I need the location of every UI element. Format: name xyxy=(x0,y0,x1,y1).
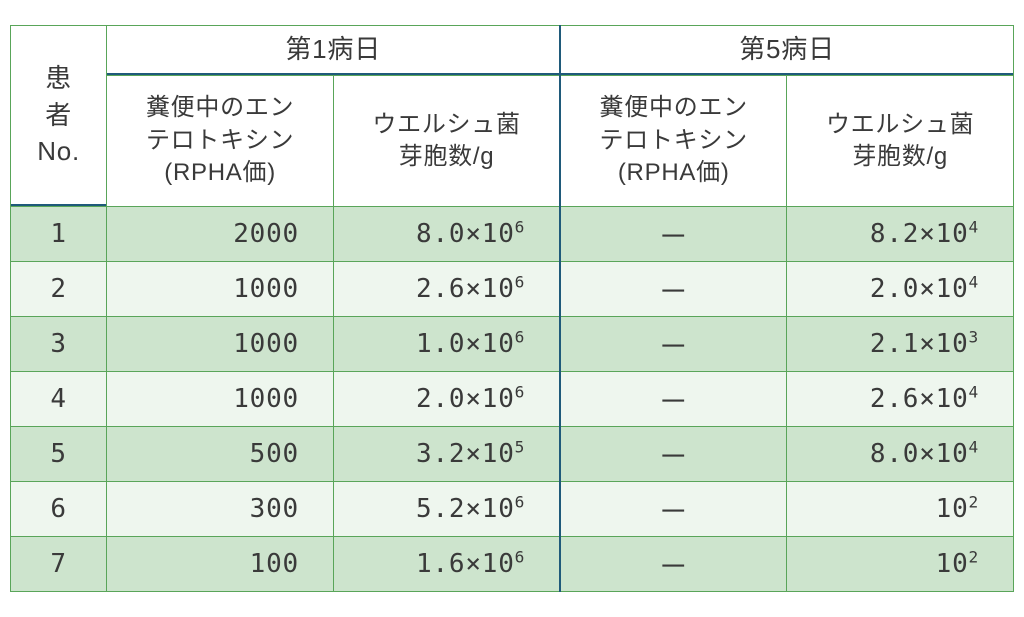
rpha5-line1: 糞便中のエン xyxy=(600,94,748,121)
header-day1-rpha: 糞便中のエン テロトキシン (RPHA価) xyxy=(107,76,334,206)
rpha-line2: テロトキシン xyxy=(146,127,294,154)
spore5-line2: 芽胞数/g xyxy=(852,143,948,170)
cell-day5-rpha: － xyxy=(560,206,787,261)
cell-day5-rpha: － xyxy=(560,371,787,426)
table-row: 63005.2×106－102 xyxy=(11,481,1014,536)
cell-day1-rpha: 1000 xyxy=(107,316,334,371)
table-row: 310001.0×106－2.1×103 xyxy=(11,316,1014,371)
group-header-row: 患 者 No. 第1病日 第5病日 xyxy=(11,26,1014,76)
data-table-container: 患 者 No. 第1病日 第5病日 糞便中のエン テロトキシン (RPHA価) xyxy=(10,25,1014,591)
header-day1-spore: ウエルシュ菌 芽胞数/g xyxy=(333,76,560,206)
header-patient-line1: 患 xyxy=(45,63,72,93)
cell-day5-rpha: － xyxy=(560,426,787,481)
cell-day5-rpha: － xyxy=(560,261,787,316)
cell-patient-no: 3 xyxy=(11,316,107,371)
cell-day1-rpha: 1000 xyxy=(107,371,334,426)
sub-header-row: 糞便中のエン テロトキシン (RPHA価) ウエルシュ菌 芽胞数/g 糞便中のエ… xyxy=(11,76,1014,206)
header-patient-no: 患 者 No. xyxy=(11,26,107,206)
header-day5-rpha: 糞便中のエン テロトキシン (RPHA価) xyxy=(560,76,787,206)
cell-patient-no: 2 xyxy=(11,261,107,316)
cell-day5-spore: 2.6×104 xyxy=(787,371,1014,426)
table-row: 120008.0×106－8.2×104 xyxy=(11,206,1014,261)
table-head: 患 者 No. 第1病日 第5病日 糞便中のエン テロトキシン (RPHA価) xyxy=(11,26,1014,206)
cell-day1-spore: 1.0×106 xyxy=(333,316,560,371)
cell-day1-spore: 5.2×106 xyxy=(333,481,560,536)
cell-day5-spore: 102 xyxy=(787,481,1014,536)
patient-spore-table: 患 者 No. 第1病日 第5病日 糞便中のエン テロトキシン (RPHA価) xyxy=(10,25,1014,591)
cell-day5-rpha: － xyxy=(560,536,787,591)
cell-day1-spore: 8.0×106 xyxy=(333,206,560,261)
rpha5-line2: テロトキシン xyxy=(600,127,748,154)
cell-day5-spore: 102 xyxy=(787,536,1014,591)
cell-day5-spore: 8.2×104 xyxy=(787,206,1014,261)
cell-day1-spore: 2.6×106 xyxy=(333,261,560,316)
cell-day1-rpha: 100 xyxy=(107,536,334,591)
spore-line1: ウエルシュ菌 xyxy=(372,111,520,138)
table-row: 210002.6×106－2.0×104 xyxy=(11,261,1014,316)
header-day5-spore: ウエルシュ菌 芽胞数/g xyxy=(787,76,1014,206)
cell-day1-rpha: 300 xyxy=(107,481,334,536)
cell-day1-spore: 2.0×106 xyxy=(333,371,560,426)
header-group-day1: 第1病日 xyxy=(107,26,560,76)
cell-day1-rpha: 500 xyxy=(107,426,334,481)
cell-patient-no: 5 xyxy=(11,426,107,481)
rpha-line3: (RPHA価) xyxy=(164,159,276,186)
header-group-day5: 第5病日 xyxy=(560,26,1013,76)
cell-patient-no: 4 xyxy=(11,371,107,426)
rpha5-line3: (RPHA価) xyxy=(618,159,730,186)
cell-patient-no: 7 xyxy=(11,536,107,591)
cell-day1-spore: 1.6×106 xyxy=(333,536,560,591)
cell-patient-no: 1 xyxy=(11,206,107,261)
cell-day5-spore: 8.0×104 xyxy=(787,426,1014,481)
rpha-line1: 糞便中のエン xyxy=(146,94,294,121)
cell-day1-rpha: 1000 xyxy=(107,261,334,316)
cell-day5-spore: 2.0×104 xyxy=(787,261,1014,316)
spore-line2: 芽胞数/g xyxy=(399,143,495,170)
cell-day1-rpha: 2000 xyxy=(107,206,334,261)
header-patient-line2: 者 xyxy=(45,100,72,130)
cell-day5-rpha: － xyxy=(560,481,787,536)
header-group-day1-label: 第1病日 xyxy=(285,34,381,64)
cell-day5-spore: 2.1×103 xyxy=(787,316,1014,371)
spore5-line1: ウエルシュ菌 xyxy=(826,111,974,138)
table-row: 410002.0×106－2.6×104 xyxy=(11,371,1014,426)
table-row: 55003.2×105－8.0×104 xyxy=(11,426,1014,481)
table-row: 71001.6×106－102 xyxy=(11,536,1014,591)
cell-day1-spore: 3.2×105 xyxy=(333,426,560,481)
cell-day5-rpha: － xyxy=(560,316,787,371)
header-patient-line3: No. xyxy=(37,136,80,166)
table-body: 120008.0×106－8.2×104210002.6×106－2.0×104… xyxy=(11,206,1014,591)
header-group-day5-label: 第5病日 xyxy=(739,34,835,64)
cell-patient-no: 6 xyxy=(11,481,107,536)
